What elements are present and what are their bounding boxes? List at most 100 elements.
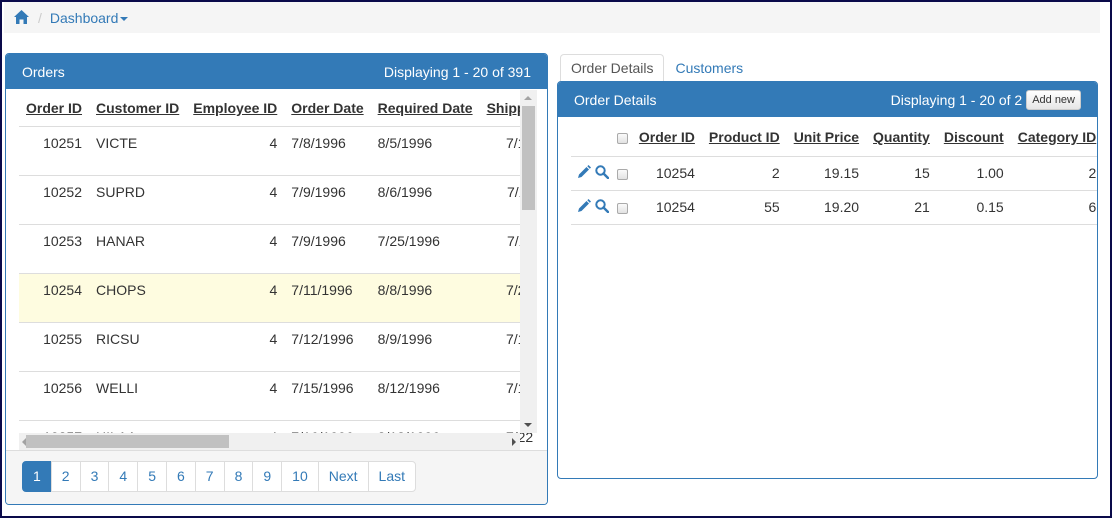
table-row[interactable]: 10256 WELLI 4 7/15/1996 8/12/1996 7/17/1… — [19, 371, 533, 421]
row-select-cell — [612, 156, 632, 191]
column-header-unit-price[interactable]: Unit Price — [786, 118, 867, 157]
cell-customer-id: RICSU — [89, 322, 187, 372]
row-checkbox[interactable] — [616, 202, 628, 214]
row-select-cell — [612, 190, 632, 225]
cell-employee-id: 4 — [186, 322, 285, 372]
column-header-order-id[interactable]: Order ID — [19, 90, 90, 127]
orders-title: Orders — [22, 63, 65, 80]
page-2-button[interactable]: 2 — [50, 461, 81, 492]
column-header-discount[interactable]: Discount — [936, 118, 1011, 157]
page-7-button[interactable]: 7 — [194, 461, 225, 492]
table-row-selected[interactable]: 10254 CHOPS 4 7/11/1996 8/8/1996 7/23/19… — [19, 273, 533, 323]
cell-order-date: 7/15/1996 — [284, 371, 371, 421]
table-row[interactable]: 10253 HANAR 4 7/9/1996 7/25/1996 7/11/19… — [19, 224, 533, 274]
pencil-icon[interactable] — [577, 198, 591, 216]
table-row[interactable]: 10254 55 19.20 21 0.15 6 — [571, 190, 1097, 225]
row-checkbox[interactable] — [616, 168, 628, 180]
tab-order-details[interactable]: Order Details — [560, 54, 665, 82]
vertical-scrollbar[interactable] — [520, 90, 537, 433]
orders-panel: Orders Displaying 1 - 20 of 391 Order ID… — [5, 53, 548, 505]
order-details-title: Order Details — [574, 91, 657, 108]
last-page-button[interactable]: Last — [367, 461, 417, 492]
cell-unit-price: 19.20 — [786, 190, 867, 225]
cell-product-id: 55 — [701, 190, 787, 225]
cell-customer-id: WELLI — [89, 371, 187, 421]
cell-customer-id: HANAR — [89, 224, 187, 274]
cell-order-id: 10251 — [19, 126, 90, 176]
cell-customer-id: SUPRD — [89, 175, 187, 225]
page-5-button[interactable]: 5 — [137, 461, 167, 492]
scroll-down-arrow-icon[interactable] — [524, 423, 532, 427]
page-4-button[interactable]: 4 — [108, 461, 139, 492]
scroll-up-arrow-icon[interactable] — [524, 96, 532, 100]
dashboard-dropdown[interactable]: Dashboard — [50, 10, 129, 26]
magnifier-icon[interactable] — [595, 165, 610, 182]
cell-unit-price: 19.15 — [786, 156, 867, 191]
page-9-button[interactable]: 9 — [252, 461, 283, 492]
cell-order-id: 10253 — [19, 224, 90, 274]
scroll-right-arrow-icon[interactable] — [512, 438, 516, 446]
orders-paging-info: Displaying 1 - 20 of 391 — [383, 63, 531, 80]
cell-employee-id: 4 — [186, 371, 285, 421]
cell-order-date: 7/8/1996 — [284, 126, 371, 176]
cell-order-date: 7/11/1996 — [284, 273, 371, 323]
table-row[interactable]: 10252 SUPRD 4 7/9/1996 8/6/1996 7/11/199… — [19, 175, 533, 225]
horizontal-scrollbar[interactable] — [19, 433, 520, 450]
table-row[interactable]: 10251 VICTE 4 7/8/1996 8/5/1996 7/15/199… — [19, 126, 533, 176]
column-header-order-date[interactable]: Order Date — [284, 90, 371, 127]
order-details-table: Order ID Product ID Unit Price Quantity … — [571, 118, 1097, 225]
cell-customer-id: CHOPS — [89, 273, 187, 323]
cell-order-id: 10256 — [19, 371, 90, 421]
cell-required-date: 8/8/1996 — [370, 273, 480, 323]
orders-panel-footer: 1 2 3 4 5 6 7 8 9 10 Next Last — [6, 450, 547, 504]
breadcrumb-separator: / — [38, 9, 42, 26]
cell-category-id: 2 — [1010, 156, 1097, 191]
page-8-button[interactable]: 8 — [223, 461, 254, 492]
cell-quantity: 21 — [866, 190, 937, 225]
select-all-header — [612, 118, 632, 157]
vertical-scroll-thumb[interactable] — [522, 106, 535, 210]
table-row[interactable]: 10255 RICSU 4 7/12/1996 8/9/1996 7/15/19… — [19, 322, 533, 372]
cell-employee-id: 4 — [186, 175, 285, 225]
scroll-left-arrow-icon[interactable] — [22, 438, 26, 446]
column-header-order-id[interactable]: Order ID — [631, 118, 702, 157]
column-header-required-date[interactable]: Required Date — [370, 90, 480, 127]
breadcrumb: / Dashboard — [4, 2, 1100, 33]
page-3-button[interactable]: 3 — [79, 461, 110, 492]
select-all-checkbox[interactable] — [616, 132, 628, 144]
orders-table: Order ID Customer ID Employee ID Order D… — [19, 90, 533, 450]
column-header-customer-id[interactable]: Customer ID — [89, 90, 187, 127]
next-page-button[interactable]: Next — [317, 461, 369, 492]
cell-required-date: 8/6/1996 — [370, 175, 480, 225]
cell-discount: 0.15 — [936, 190, 1011, 225]
detail-tabs: Order Details Customers — [560, 54, 754, 82]
page-6-button[interactable]: 6 — [165, 461, 196, 492]
page-10-button[interactable]: 10 — [281, 461, 319, 492]
cell-order-date: 7/9/1996 — [284, 175, 371, 225]
column-header-category-id[interactable]: Category ID — [1010, 118, 1097, 157]
column-header-employee-id[interactable]: Employee ID — [186, 90, 285, 127]
cell-order-id: 10254 — [631, 156, 702, 191]
cell-employee-id: 4 — [186, 126, 285, 176]
cell-required-date: 7/25/1996 — [370, 224, 480, 274]
cell-quantity: 15 — [866, 156, 937, 191]
table-row[interactable]: 10254 2 19.15 15 1.00 2 — [571, 156, 1097, 191]
pencil-icon[interactable] — [577, 164, 591, 182]
orders-grid: Order ID Customer ID Employee ID Order D… — [19, 90, 533, 450]
home-icon[interactable] — [14, 9, 30, 26]
cell-required-date: 8/9/1996 — [370, 322, 480, 372]
horizontal-scroll-thumb[interactable] — [26, 435, 229, 448]
row-actions — [571, 190, 613, 225]
caret-down-icon — [120, 16, 129, 21]
column-header-quantity[interactable]: Quantity — [866, 118, 937, 157]
cell-employee-id: 4 — [186, 273, 285, 323]
page-1-button[interactable]: 1 — [22, 461, 52, 492]
column-header-product-id[interactable]: Product ID — [701, 118, 787, 157]
magnifier-icon[interactable] — [595, 199, 610, 216]
add-new-button[interactable]: Add new — [1026, 89, 1081, 110]
cell-required-date: 8/5/1996 — [370, 126, 480, 176]
order-details-paging-info: Displaying 1 - 20 of 2 — [890, 91, 1023, 108]
cell-customer-id: VICTE — [89, 126, 187, 176]
cell-order-id: 10255 — [19, 322, 90, 372]
tab-customers[interactable]: Customers — [675, 60, 744, 76]
